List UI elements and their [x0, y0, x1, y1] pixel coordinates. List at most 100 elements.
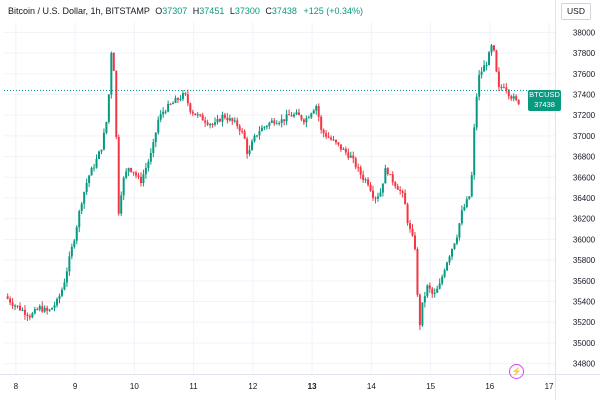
x-tick-label: 16: [485, 382, 494, 391]
candle-body: [127, 167, 130, 172]
candle-body: [332, 139, 335, 141]
candle-body: [458, 223, 461, 238]
candle-body: [36, 309, 39, 311]
candle-body: [167, 103, 170, 112]
lightning-icon[interactable]: ⚡: [509, 364, 524, 379]
candle-body: [60, 289, 63, 296]
candle-body: [300, 115, 303, 120]
candle-body: [389, 174, 392, 176]
candle-body: [137, 175, 140, 177]
candle-body: [53, 305, 56, 308]
last-price-badge: BTCUSD 37438 45:30: [528, 90, 561, 119]
y-tick-label: 36000: [573, 235, 596, 244]
candle-body: [310, 113, 313, 118]
candle-body: [312, 110, 315, 114]
candle-body: [122, 177, 125, 196]
candle-body: [164, 111, 167, 113]
candle-body: [218, 119, 221, 122]
candle-body: [275, 123, 278, 125]
candle-body: [223, 114, 226, 118]
candle-body: [426, 285, 429, 297]
candle-body: [21, 309, 24, 311]
candle-body: [441, 276, 444, 284]
candle-body: [283, 119, 286, 122]
candle-body: [399, 189, 402, 192]
candle-body: [41, 306, 44, 312]
currency-button[interactable]: USD: [561, 3, 591, 20]
candle-body: [157, 119, 160, 133]
candle-body: [386, 168, 389, 175]
candle-body: [263, 126, 266, 128]
candle-body: [70, 246, 73, 257]
candle-body: [325, 133, 328, 137]
x-tick-label: 10: [130, 382, 139, 391]
candle-body: [105, 121, 108, 133]
candle-body: [11, 302, 14, 306]
y-tick-label: 35000: [573, 339, 596, 348]
open-value: 37307: [162, 6, 188, 16]
candle-body: [221, 114, 224, 122]
candle-body: [339, 144, 342, 150]
candle-body: [517, 99, 520, 105]
candle-body: [33, 309, 36, 314]
candle-body: [68, 256, 71, 272]
badge-symbol: BTCUSD: [529, 90, 560, 99]
candle-body: [468, 196, 471, 200]
candle-body: [216, 119, 219, 123]
y-tick-label: 37200: [573, 111, 596, 120]
candle-body: [416, 249, 419, 295]
candle-body: [135, 172, 138, 176]
candle-body: [51, 307, 54, 310]
y-tick-label: 35400: [573, 298, 596, 307]
candle-body: [492, 45, 495, 51]
candle-body: [16, 305, 19, 307]
low-key: L: [229, 6, 235, 16]
candle-body: [251, 141, 254, 151]
candle-body: [502, 87, 505, 89]
candle-body: [322, 129, 325, 134]
candle-body: [293, 114, 296, 117]
candle-body: [347, 152, 350, 158]
candle-body: [305, 118, 308, 123]
x-tick-label: 15: [426, 382, 435, 391]
candle-body: [367, 179, 370, 185]
candle-body: [359, 167, 362, 175]
candle-body: [349, 155, 352, 158]
candle-body: [6, 296, 9, 299]
candle-body: [268, 122, 271, 127]
candle-body: [201, 114, 204, 121]
candle-body: [149, 152, 152, 162]
y-tick-label: 35600: [573, 277, 596, 286]
badge-price: 37438: [534, 100, 555, 109]
candle-body: [142, 174, 145, 184]
candle-body: [372, 190, 375, 198]
candle-body: [43, 307, 46, 312]
candle-body: [226, 117, 229, 121]
badge-countdown: 45:30: [535, 110, 554, 119]
candle-body: [473, 127, 476, 176]
candle-body: [125, 171, 128, 178]
candle-body: [320, 116, 323, 130]
candle-body: [102, 132, 105, 150]
y-tick-label: 35800: [573, 256, 596, 265]
candle-body: [14, 305, 17, 307]
candle-body: [297, 112, 300, 116]
candle-body: [285, 114, 288, 122]
candle-body: [139, 176, 142, 184]
candle-body: [490, 45, 493, 53]
candle-body: [56, 299, 59, 306]
candle-body: [488, 52, 491, 66]
candle-body: [357, 167, 360, 169]
candle-body: [451, 248, 454, 257]
candle-body: [288, 114, 291, 116]
candle-body: [253, 135, 256, 142]
candle-body: [418, 294, 421, 326]
candle-body: [176, 98, 179, 100]
candle-body: [307, 117, 310, 119]
y-tick-label: 37400: [573, 90, 596, 99]
candle-body: [144, 167, 147, 175]
candle-body: [376, 196, 379, 199]
y-tick-label: 36200: [573, 215, 596, 224]
candle-body: [46, 307, 49, 311]
